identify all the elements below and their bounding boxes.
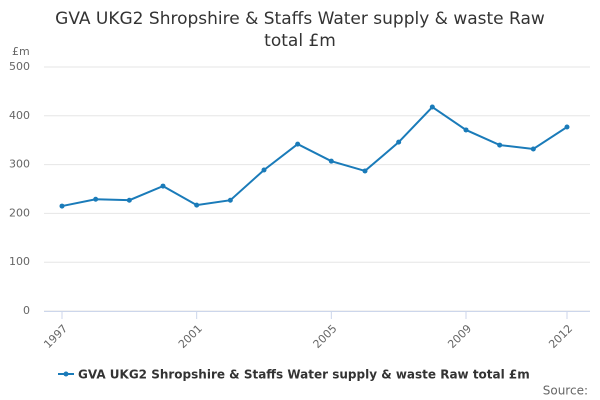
point (59, 203, 65, 209)
y-tick-label: 200 (9, 206, 30, 219)
point (396, 139, 402, 145)
point (261, 167, 267, 173)
x-tick-label: 2012 (546, 322, 575, 351)
y-tick-label: 400 (9, 109, 30, 122)
y-tick-label: 0 (23, 304, 30, 317)
point (194, 202, 200, 208)
x-tick-label: 2001 (176, 322, 205, 351)
point (497, 142, 503, 148)
series-line (61, 105, 568, 208)
x-tick-label: 1997 (41, 322, 70, 351)
y-tick-label: 500 (9, 60, 30, 73)
point (93, 196, 99, 202)
y-tick-label: 300 (9, 158, 30, 171)
legend-label: GVA UKG2 Shropshire & Staffs Water suppl… (78, 368, 530, 382)
point (564, 124, 570, 130)
point (295, 141, 301, 147)
x-tick-label: 2005 (311, 322, 340, 351)
y-tick-label: 100 (9, 255, 30, 268)
point (160, 183, 166, 189)
point (530, 146, 536, 152)
x-tick-label: 2009 (445, 322, 474, 351)
point (126, 197, 132, 203)
point (362, 168, 368, 174)
point (429, 104, 435, 110)
y-axis-label: £m (12, 45, 30, 58)
source: Source: (543, 384, 588, 398)
chart-title: GVA UKG2 Shropshire & Staffs Water suppl… (55, 9, 545, 51)
legend-marker (63, 371, 69, 377)
point (328, 158, 334, 164)
point (463, 127, 469, 133)
point (227, 197, 233, 203)
